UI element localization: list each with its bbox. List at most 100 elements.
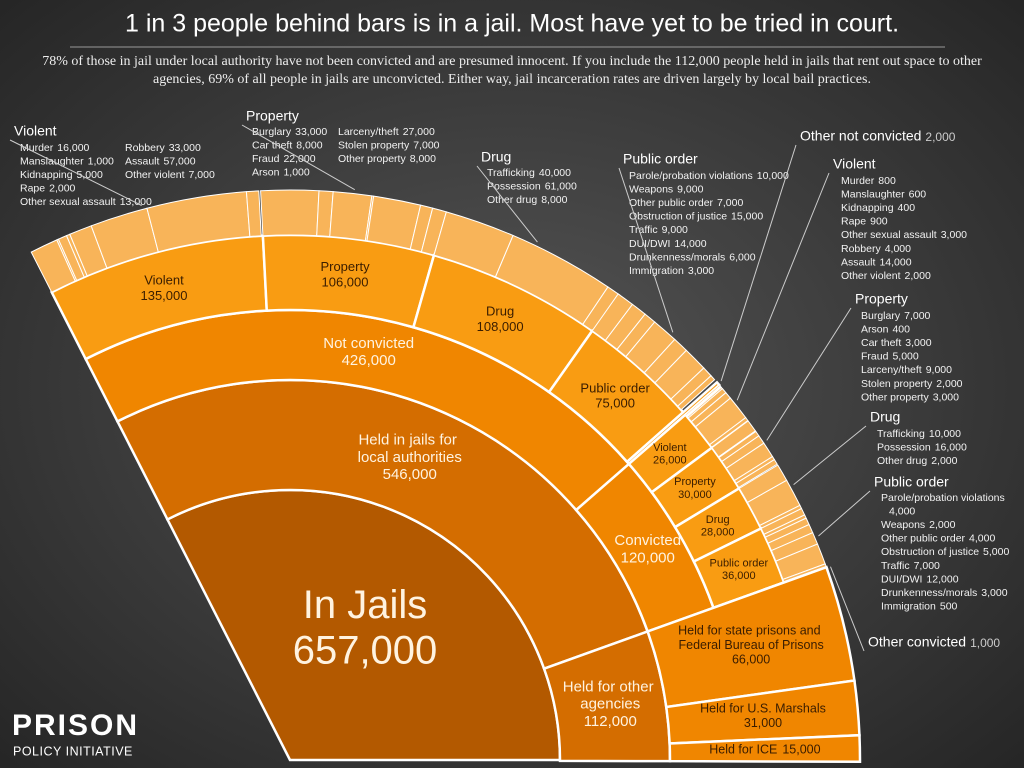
callout-item-name: Weapons <box>629 183 673 195</box>
wedge-name: Public order <box>709 557 768 569</box>
wedge-name: Public order <box>580 381 650 396</box>
callout-item-value: 5,000 <box>77 169 103 181</box>
callout-item-value: 7,000 <box>413 139 439 151</box>
wedge-value: 657,000 <box>293 629 438 673</box>
callout-item-value: 40,000 <box>539 167 571 179</box>
callout-item-value: 27,000 <box>403 126 435 138</box>
callout-item-name: Other violent <box>841 270 901 282</box>
callout-item-name: DUI/DWI <box>629 238 670 250</box>
callout-item-name: Rape <box>20 183 45 195</box>
callout-item-value: 4,000 <box>969 533 995 545</box>
callout-item-value: 14,000 <box>879 256 911 268</box>
wedge-name: Drug <box>706 514 730 526</box>
leader-line <box>241 124 356 191</box>
wedge <box>677 375 716 411</box>
callout-item-name: Drunkenness/morals <box>629 251 725 263</box>
callout-item-name: Fraud <box>252 153 280 165</box>
wedge-value: 28,000 <box>701 526 735 538</box>
wedge-name: Held for ICE <box>709 743 777 757</box>
callout-item-name: Burglary <box>252 126 292 138</box>
wedge-value: 106,000 <box>322 275 369 290</box>
chart-title: 1 in 3 people behind bars is in a jail. … <box>125 10 899 38</box>
callout-item-name: Possession <box>487 180 541 192</box>
callout-item-value: 400 <box>898 202 916 214</box>
callout-item-value: 3,000 <box>981 587 1007 599</box>
callout-item-name: DUI/DWI <box>881 573 922 585</box>
callout-item-value: 2,000 <box>931 455 957 467</box>
wedge-name: Not convicted <box>323 335 414 352</box>
callout-header: Violent <box>14 123 57 139</box>
callout-item-name: Trafficking <box>487 167 535 179</box>
leader-line <box>476 165 538 243</box>
callout-item-value: 2,000 <box>905 270 931 282</box>
leader-line <box>9 139 142 206</box>
callout-item-value: 9,000 <box>677 183 703 195</box>
callout-item-value: 12,000 <box>926 573 958 585</box>
callout-item-value: 33,000 <box>295 126 327 138</box>
wedge-value: 120,000 <box>621 549 675 566</box>
callout-item-name: Parole/probation violations <box>881 492 1005 504</box>
callout-header: Drug <box>870 409 900 425</box>
callout-item-value: 2,000 <box>936 378 962 390</box>
callout-item-value: 6,000 <box>729 251 755 263</box>
wedge-value: 112,000 <box>584 713 637 730</box>
callout-item-value: 7,000 <box>717 197 743 209</box>
callout-item-name: Stolen property <box>861 378 933 390</box>
callout-item-value: 7,000 <box>914 560 940 572</box>
callout-item-name: Rape <box>841 216 866 228</box>
callout-item-name: Drunkenness/morals <box>881 587 977 599</box>
callout-item-value: 9,000 <box>926 364 952 376</box>
callout-item-name: Assault <box>125 155 160 167</box>
callout-item-value: 8,000 <box>541 194 567 206</box>
callout-item-value: 3,000 <box>941 229 967 241</box>
callout-item-value: 8,000 <box>410 153 436 165</box>
callout-item-name: Burglary <box>861 310 901 322</box>
leader-line <box>793 425 867 485</box>
callout-item-name: Traffic <box>881 560 910 572</box>
callout-item-value: 61,000 <box>545 180 577 192</box>
callout-item-name: Larceny/theft <box>338 126 399 138</box>
callout-item-name: Arson <box>252 167 280 179</box>
callout-item-value: 57,000 <box>163 155 195 167</box>
callout-item-name: Car theft <box>861 337 901 349</box>
callout-header: Violent <box>833 156 876 172</box>
wedge-value: 36,000 <box>722 570 756 582</box>
wedge-value: 426,000 <box>342 352 396 369</box>
callout-item-value: 3,000 <box>688 265 714 277</box>
callout-item-name: Other property <box>861 391 929 403</box>
callout-item-value: 600 <box>909 188 927 200</box>
callout-item-value: 1,000 <box>88 155 114 167</box>
wedge-name: Held for state prisons and Federal Burea… <box>678 624 824 652</box>
logo-line1: PRISON <box>12 709 139 742</box>
callout-item-value: 10,000 <box>929 428 961 440</box>
wedge-name: Held for U.S. Marshals <box>700 702 826 716</box>
callout-item-name: Other violent <box>125 169 185 181</box>
wedge-value: 66,000 <box>732 653 770 667</box>
callout-value: 1,000 <box>970 636 1000 650</box>
callout-item-value: 4,000 <box>885 243 911 255</box>
callout-item-value: 7,000 <box>189 169 215 181</box>
leader-line <box>830 566 865 652</box>
callout-item-value: 14,000 <box>674 238 706 250</box>
callout-item-name: Car theft <box>252 139 292 151</box>
callout-item-name: Other sexual assault <box>20 196 116 208</box>
logo-line2: POLICY INITIATIVE <box>13 744 133 758</box>
callout-item-name: Other public order <box>881 533 966 545</box>
callout-item-name: Larceny/theft <box>861 364 922 376</box>
callout-header: Drug <box>481 149 511 165</box>
callout-item-value: 500 <box>940 601 958 613</box>
callout-item-name: Robbery <box>841 243 881 255</box>
callout-item-name: Trafficking <box>877 428 925 440</box>
subtitle: 78% of those in jail under local authori… <box>42 54 982 87</box>
wedge-name: Convicted <box>614 532 681 549</box>
wedge <box>668 733 862 764</box>
callout-item-value: 3,000 <box>933 391 959 403</box>
wedge-name: Violent <box>144 273 184 288</box>
callout-item-value: 2,000 <box>929 519 955 531</box>
callout-header: Property <box>246 108 299 124</box>
callout-item-value: 800 <box>878 175 896 187</box>
callout-header: Other convicted <box>868 634 966 650</box>
callout-item-name: Arson <box>861 323 889 335</box>
